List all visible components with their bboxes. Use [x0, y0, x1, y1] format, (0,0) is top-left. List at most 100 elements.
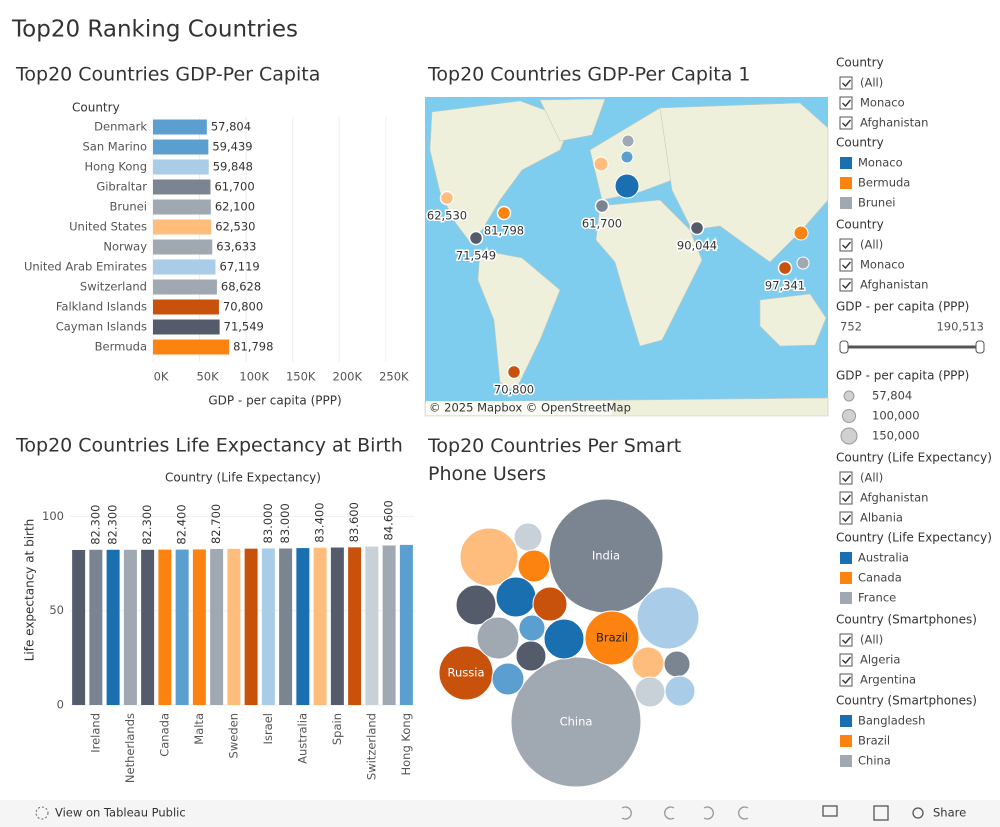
value-label: 59,848 — [213, 160, 253, 174]
bar — [382, 545, 396, 705]
filter-item[interactable]: (All) — [860, 471, 883, 485]
value-label: 82.300 — [88, 505, 102, 545]
checkmark — [842, 99, 852, 108]
share-button[interactable]: Share — [933, 806, 966, 820]
category-label: Denmark — [94, 120, 147, 134]
legend-swatch — [840, 755, 852, 767]
legend-label[interactable]: Australia — [858, 551, 909, 565]
bubble — [513, 522, 543, 552]
filter-title: Country (Life Expectancy) — [836, 531, 992, 545]
bubble — [532, 586, 568, 622]
checkbox[interactable] — [839, 96, 853, 110]
value-label: 82.700 — [209, 504, 223, 544]
checkbox[interactable] — [839, 278, 853, 292]
filter-item[interactable]: Argentina — [860, 673, 916, 687]
category-label: United Arab Emirates — [24, 260, 147, 274]
checkbox[interactable] — [839, 471, 853, 485]
view-link[interactable]: View on Tableau Public — [55, 806, 186, 820]
category-label: Australia — [295, 713, 309, 764]
undo-icon[interactable] — [621, 806, 632, 820]
refresh-icon[interactable] — [738, 806, 749, 820]
value-label: 68,628 — [221, 280, 261, 294]
size-swatch — [840, 427, 858, 445]
map-point — [793, 225, 809, 241]
legend-swatch — [840, 552, 852, 564]
revert-icon[interactable] — [703, 806, 714, 820]
map-title: Top20 Countries GDP-Per Capita 1 — [427, 64, 750, 86]
value-label: 63,633 — [216, 240, 256, 254]
checkbox[interactable] — [839, 238, 853, 252]
filter-item[interactable]: Afghanistan — [860, 116, 928, 130]
bar — [153, 339, 230, 355]
bar — [153, 159, 209, 175]
filter-item[interactable]: Afghanistan — [860, 278, 928, 292]
bar — [153, 179, 211, 195]
value-label: 62,100 — [215, 200, 255, 214]
legend-label[interactable]: Brunei — [858, 196, 895, 210]
filter-title: Country — [836, 136, 884, 150]
category-label: Netherlands — [123, 713, 137, 783]
checkbox[interactable] — [839, 258, 853, 272]
filter-item[interactable]: Monaco — [860, 96, 905, 110]
x-tick-label: 0K — [154, 370, 169, 384]
legend-swatch — [840, 177, 852, 189]
bar — [106, 549, 120, 705]
value-label: 61,700 — [214, 180, 254, 194]
legend-label[interactable]: Bermuda — [858, 176, 910, 190]
redo-icon[interactable] — [664, 806, 675, 820]
row-header: Country — [72, 101, 120, 115]
legend-swatch — [840, 715, 852, 727]
value-label: 57,804 — [211, 120, 251, 134]
filter-item[interactable]: Albania — [860, 511, 903, 525]
legend-label[interactable]: Monaco — [858, 156, 903, 170]
filter-item[interactable]: (All) — [860, 76, 883, 90]
map-marker — [468, 230, 484, 246]
filter-item[interactable]: Afghanistan — [860, 491, 928, 505]
size-label: 150,000 — [872, 429, 920, 443]
filter-item[interactable]: (All) — [860, 633, 883, 647]
y-tick-label: 0 — [57, 698, 64, 712]
category-label: Spain — [330, 713, 344, 745]
map: © 2025 Mapbox © OpenStreetMap 62,530 81,7… — [424, 97, 829, 417]
land — [759, 293, 827, 347]
bar — [210, 549, 224, 705]
bubble — [459, 527, 519, 587]
map-point — [614, 173, 640, 199]
bar — [89, 549, 103, 705]
share-icon[interactable] — [912, 807, 924, 819]
range-handle[interactable] — [975, 340, 985, 354]
checkbox[interactable] — [839, 76, 853, 90]
category-label: Hong Kong — [399, 713, 413, 776]
checkbox[interactable] — [839, 633, 853, 647]
legend-label[interactable]: Bangladesh — [858, 714, 925, 728]
bubble — [510, 656, 642, 788]
bubble-label: India — [592, 549, 620, 563]
range-handle[interactable] — [839, 340, 849, 354]
bar — [313, 547, 327, 705]
legend-label[interactable]: Brazil — [858, 734, 890, 748]
legend-label[interactable]: Canada — [858, 571, 902, 585]
fullscreen-icon[interactable] — [873, 805, 889, 821]
checkbox[interactable] — [839, 511, 853, 525]
bubble-label: China — [560, 715, 593, 729]
value-label: 83.000 — [261, 503, 275, 543]
value-label: 82.300 — [106, 505, 120, 545]
category-label: Cayman Islands — [56, 320, 147, 334]
checkbox[interactable] — [839, 653, 853, 667]
checkbox[interactable] — [839, 491, 853, 505]
size-swatch — [841, 408, 857, 424]
bubble-label: Russia — [448, 666, 485, 680]
legend-label[interactable]: France — [858, 591, 896, 605]
filter-item[interactable]: (All) — [860, 238, 883, 252]
y-axis-title: Life expectancy at birth — [23, 519, 37, 662]
filter-item[interactable]: Monaco — [860, 258, 905, 272]
filter-item[interactable]: Algeria — [860, 653, 900, 667]
map-label: 81,798 — [484, 224, 524, 238]
bar — [330, 547, 344, 705]
download-icon[interactable] — [822, 805, 838, 817]
checkbox[interactable] — [839, 673, 853, 687]
checkbox[interactable] — [839, 116, 853, 130]
bar — [153, 279, 217, 295]
legend-label[interactable]: China — [858, 754, 891, 768]
bar — [244, 548, 258, 705]
